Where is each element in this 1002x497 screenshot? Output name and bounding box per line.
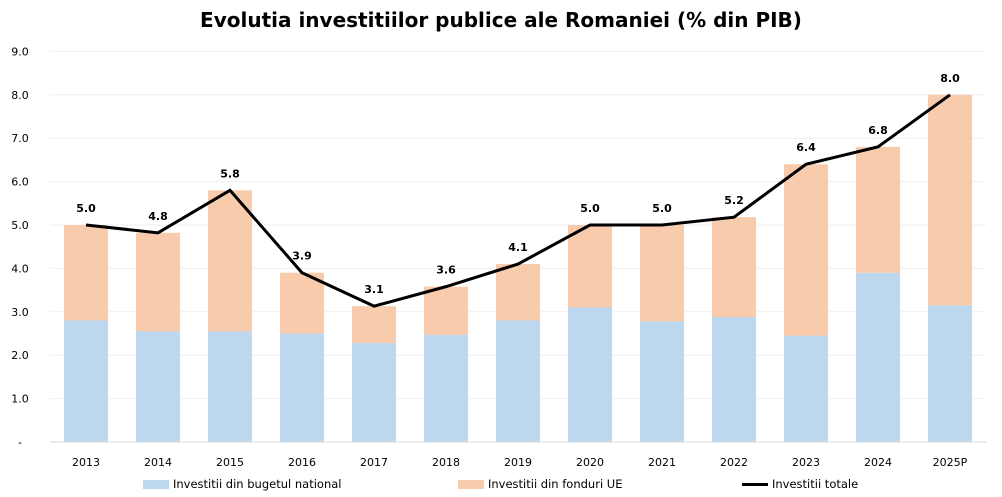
bar-eu bbox=[64, 225, 108, 321]
bar-eu bbox=[856, 146, 900, 273]
chart-title: Evolutia investitiilor publice ale Roman… bbox=[200, 8, 802, 32]
x-tick-label: 2024 bbox=[864, 456, 892, 469]
bar-budget bbox=[208, 331, 252, 442]
bar-budget bbox=[496, 320, 540, 442]
bar-budget bbox=[64, 320, 108, 442]
y-tick-label: 2.0 bbox=[11, 349, 29, 362]
bar-eu bbox=[136, 232, 180, 332]
y-tick-label: 3.0 bbox=[11, 306, 29, 319]
bar-eu bbox=[784, 164, 828, 336]
data-label: 3.1 bbox=[364, 283, 384, 296]
x-tick-label: 2017 bbox=[360, 456, 388, 469]
y-tick-label: 8.0 bbox=[11, 89, 29, 102]
x-tick-label: 2015 bbox=[216, 456, 244, 469]
bar-eu bbox=[640, 225, 684, 322]
legend-label: Investitii din bugetul national bbox=[173, 477, 342, 491]
bar-budget bbox=[568, 307, 612, 442]
data-label: 5.0 bbox=[652, 202, 672, 215]
bar-budget bbox=[712, 317, 756, 442]
bar-budget bbox=[928, 305, 972, 442]
line-total bbox=[85, 93, 951, 308]
legend-label: Investitii din fonduri UE bbox=[488, 477, 623, 491]
bar-budget bbox=[136, 331, 180, 442]
bar-eu bbox=[352, 306, 396, 344]
data-label: 5.8 bbox=[220, 167, 240, 180]
bar-budget bbox=[424, 334, 468, 442]
data-label: 5.0 bbox=[76, 202, 96, 215]
bar-budget bbox=[784, 335, 828, 442]
bar-eu bbox=[424, 286, 468, 335]
y-tick-label: 5.0 bbox=[11, 219, 29, 232]
x-tick-label: 2014 bbox=[144, 456, 172, 469]
bar-budget bbox=[640, 321, 684, 442]
x-tick-label: 2021 bbox=[648, 456, 676, 469]
bar-budget bbox=[856, 272, 900, 442]
bar-eu bbox=[208, 190, 252, 332]
data-label: 6.8 bbox=[868, 124, 888, 137]
data-label: 3.9 bbox=[292, 250, 312, 263]
y-tick-label: 4.0 bbox=[11, 262, 29, 275]
bar-budget bbox=[352, 343, 396, 442]
legend-item-eu: Investitii din fonduri UE bbox=[458, 477, 622, 491]
x-tick-label: 2013 bbox=[72, 456, 100, 469]
bar-budget bbox=[280, 333, 324, 442]
legend-swatch bbox=[143, 479, 169, 489]
y-tick-label: 1.0 bbox=[11, 393, 29, 406]
data-label: 6.4 bbox=[796, 141, 816, 154]
x-tick-label: 2022 bbox=[720, 456, 748, 469]
data-label: 4.1 bbox=[508, 241, 528, 254]
data-label: 4.8 bbox=[148, 210, 168, 223]
data-label: 3.6 bbox=[436, 264, 456, 277]
y-tick-label: 6.0 bbox=[11, 176, 29, 189]
y-tick-label: - bbox=[18, 436, 22, 449]
bar-eu bbox=[568, 225, 612, 308]
x-tick-label: 2023 bbox=[792, 456, 820, 469]
x-tick-label: 2016 bbox=[288, 456, 316, 469]
legend-item-budget: Investitii din bugetul national bbox=[143, 477, 341, 491]
y-tick-label: 7.0 bbox=[11, 132, 29, 145]
legend-item-total: Investitii totale bbox=[742, 477, 858, 491]
data-label: 5.0 bbox=[580, 202, 600, 215]
x-tick-label: 2019 bbox=[504, 456, 532, 469]
x-tick-label: 2020 bbox=[576, 456, 604, 469]
plot-area: - 1.0 2.0 3.0 4.0 5.0 6.0 7.0 8.0 9.0 2013 2014 2015… bbox=[11, 45, 986, 469]
data-label: 8.0 bbox=[940, 72, 960, 85]
data-label: 5.2 bbox=[724, 194, 744, 207]
legend-label: Investitii totale bbox=[772, 477, 859, 491]
bar-eu bbox=[280, 272, 324, 334]
x-tick-label: 2025P bbox=[933, 456, 968, 469]
bar-eu bbox=[928, 94, 972, 306]
x-tick-label: 2018 bbox=[432, 456, 460, 469]
legend-line bbox=[742, 482, 768, 486]
y-tick-label: 9.0 bbox=[11, 45, 29, 58]
legend-swatch bbox=[458, 479, 484, 489]
bar-eu bbox=[712, 217, 756, 318]
bar-eu bbox=[496, 264, 540, 321]
